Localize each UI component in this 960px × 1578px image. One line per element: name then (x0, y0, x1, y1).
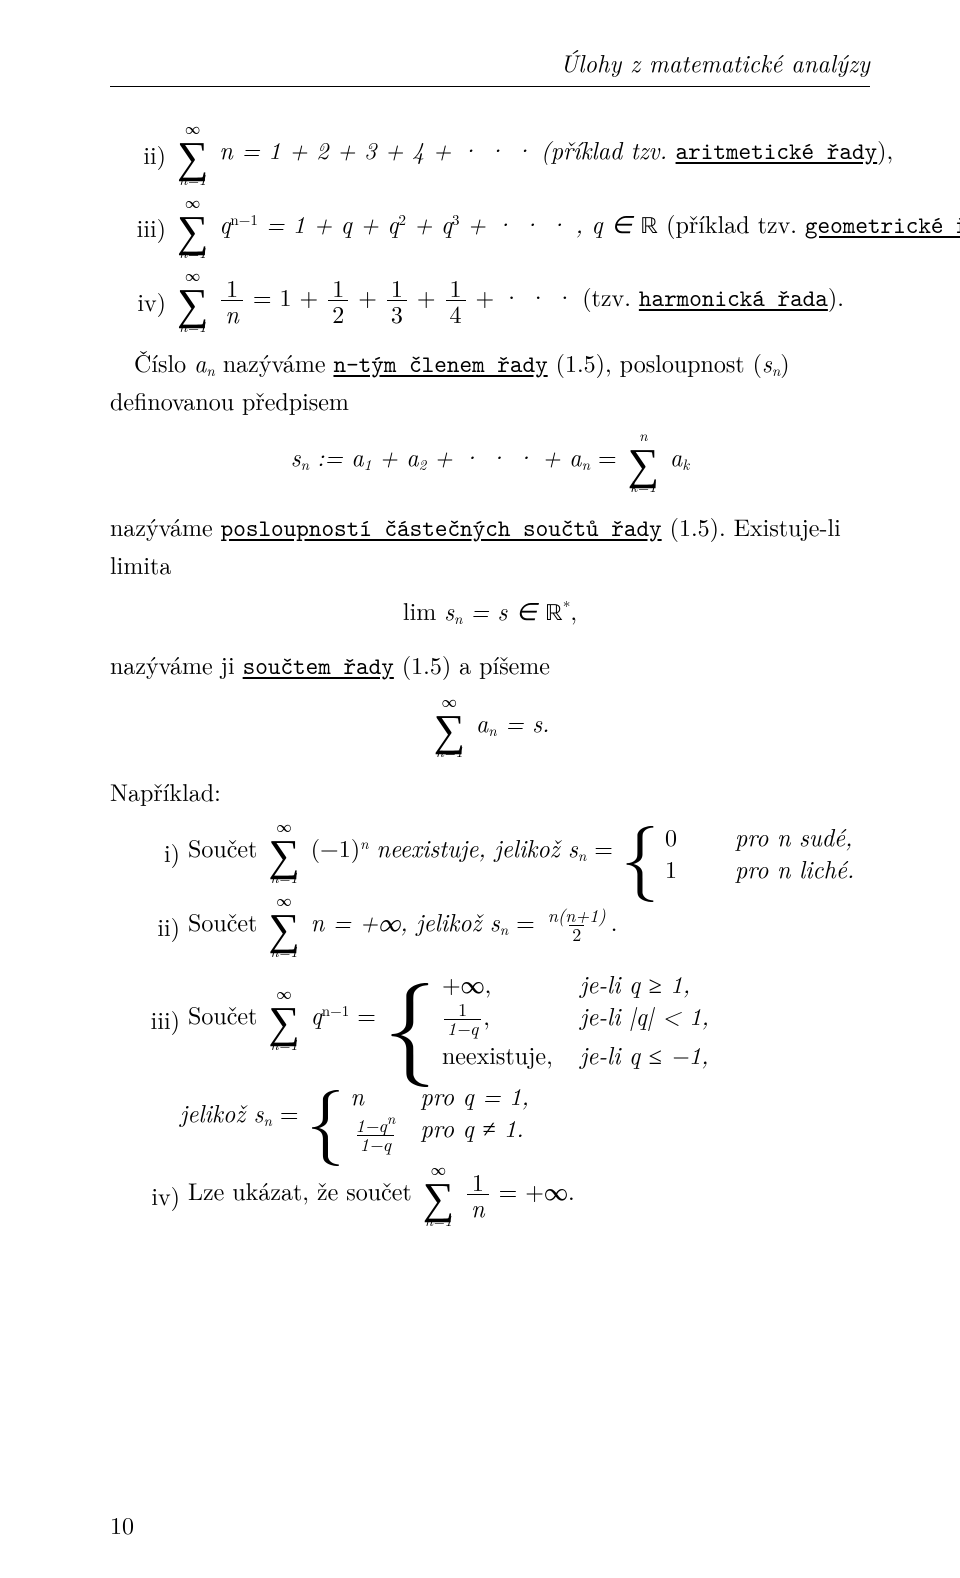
worked-i: i) Součet ∞∑n=1 (−1)n neexistuje, jeliko… (110, 819, 870, 885)
brace-cases-3: { +∞,je-li q ≥ 1, 11−q,je-li |q| < 1, ne… (384, 967, 709, 1071)
para-nth-term: Číslo an nazýváme n-tým členem řady (1.5… (110, 344, 870, 419)
label-iv: iv) (110, 283, 174, 319)
page-number: 10 (110, 1506, 134, 1542)
expr-iii: ∞∑n=1 qn−1 = 1 + q + q2 + q3 + · · · , q… (174, 195, 960, 261)
sigma-icon: ∑ (628, 441, 659, 481)
brace-cases-2: { npro q = 1, 1−qn1−qpro q ≠ 1. (307, 1079, 529, 1154)
display-limit: lim sn = s ∈ ℝ*, (110, 592, 870, 632)
sigma-icon: ∑ (177, 281, 208, 321)
worked-iii-jelikoz: jelikož sn = { npro q = 1, 1−qn1−qpro q … (110, 1079, 870, 1154)
link-nth-term: n-tým členem řady (333, 348, 547, 380)
brace-cases: { 0pro n sudé, 1pro n liché. (621, 820, 854, 885)
display-partial-sum: sn := a1 + a2 + · · · + an = n∑k=1 ak (110, 428, 870, 494)
example-ii: ii) ∞∑n=1 n = 1 + 2 + 3 + 4 + · · · (pří… (110, 121, 870, 187)
display-sum-eq: ∞∑n=1 an = s. (110, 694, 870, 760)
label-iii: iii) (110, 209, 174, 245)
lead-napriklad: Například: (110, 773, 870, 809)
para-sum: nazýváme ji součtem řady (1.5) a píšeme (110, 646, 870, 684)
label-ii2: ii) (110, 908, 188, 944)
example-iv: iv) ∞∑n=1 1n = 1 + 12 + 13 + 14 + · · · … (110, 268, 870, 334)
label-ii: ii) (110, 136, 174, 172)
label-iii2: iii) (110, 1001, 188, 1037)
sigma-icon: ∑ (177, 134, 208, 174)
worked-iv: iv) Lze ukázat, že součet ∞∑n=1 1n = +∞. (110, 1162, 870, 1228)
worked-iii: iii) Součet ∞∑n=1 qn−1 = { +∞,je-li q ≥ … (110, 967, 870, 1071)
para-partial-sums: nazýváme posloupností částečných součtů … (110, 508, 870, 582)
link-partial-sums: posloupností částečných součtů řady (221, 512, 662, 544)
example-iii: iii) ∞∑n=1 qn−1 = 1 + q + q2 + q3 + · · … (110, 195, 870, 261)
expr-iv: ∞∑n=1 1n = 1 + 12 + 13 + 14 + · · · (tzv… (174, 268, 844, 334)
sigma-icon: ∑ (268, 999, 299, 1039)
worked-examples: i) Součet ∞∑n=1 (−1)n neexistuje, jeliko… (110, 819, 870, 1227)
link-arithmetic: aritmetické řady (676, 135, 878, 167)
sigma-icon: ∑ (268, 906, 299, 946)
link-sum: součtem řady (243, 650, 394, 682)
running-header: Úlohy z matematické analýzy (110, 44, 870, 87)
worked-ii: ii) Součet ∞∑n=1 n = +∞, jelikož sn = n(… (110, 893, 870, 959)
link-harmonic: harmonická řada (639, 282, 828, 314)
expr-ii: ∞∑n=1 n = 1 + 2 + 3 + 4 + · · · (příklad… (174, 121, 893, 187)
label-i: i) (110, 834, 188, 870)
sigma-icon: ∑ (423, 1175, 454, 1215)
link-geometric: geometrické řady (805, 209, 960, 241)
series-examples-top: ii) ∞∑n=1 n = 1 + 2 + 3 + 4 + · · · (pří… (110, 121, 870, 334)
label-iv2: iv) (110, 1177, 188, 1213)
